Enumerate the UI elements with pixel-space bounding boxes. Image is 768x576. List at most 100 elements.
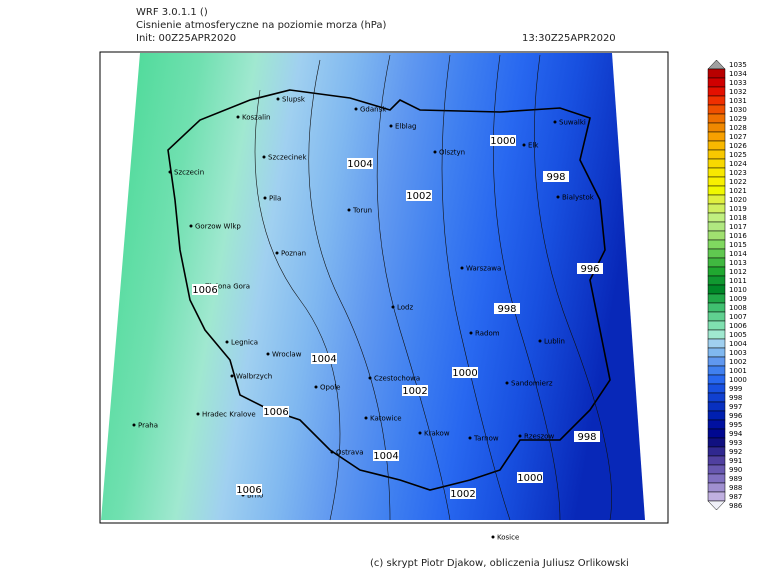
isobar-label: 998 <box>546 172 565 183</box>
isobar-label-bg <box>494 303 520 314</box>
city-dot <box>553 120 557 124</box>
colorbar-label: 1010 <box>729 286 747 294</box>
colorbar-cell <box>707 95 726 106</box>
isobar-label-bg <box>450 488 476 499</box>
colorbar-label: 1015 <box>729 241 747 249</box>
isobar-label-bg <box>490 135 516 146</box>
city-label: Gorzow Wlkp <box>195 223 241 231</box>
city-dot <box>230 374 234 378</box>
colorbar-label: 1018 <box>729 214 747 222</box>
city-dot <box>538 339 542 343</box>
colorbar-cell <box>707 338 726 349</box>
city-dot <box>132 423 136 427</box>
city-dot <box>276 97 280 101</box>
pressure-field <box>101 53 645 520</box>
colorbar-cell <box>707 284 726 295</box>
city-label: Szczecinek <box>268 154 307 162</box>
colorbar-label: 1014 <box>729 250 747 258</box>
city-dot <box>418 431 422 435</box>
city-dot <box>389 124 393 128</box>
colorbar-cell <box>707 329 726 340</box>
city-label: Ostrava <box>336 449 364 457</box>
colorbar-cell <box>707 113 726 124</box>
colorbar-label: 986 <box>729 502 743 510</box>
colorbar-label: 1016 <box>729 232 747 240</box>
city-dot <box>368 376 372 380</box>
city-label: Pila <box>269 195 281 203</box>
colorbar-label: 1031 <box>729 97 747 105</box>
colorbar-label: 1026 <box>729 142 747 150</box>
city-label: Torun <box>352 207 372 215</box>
city-dot <box>491 535 495 539</box>
colorbar-label: 1000 <box>729 376 747 384</box>
isobar-label-bg <box>543 171 569 182</box>
city-dot <box>330 450 334 454</box>
isobar-label-bg <box>311 353 337 364</box>
colorbar-label: 1019 <box>729 205 747 213</box>
isobar-label: 1006 <box>192 285 217 296</box>
colorbar-cell <box>707 320 726 331</box>
isobar-label-bg <box>577 263 603 274</box>
colorbar-cell <box>707 239 726 250</box>
colorbar-label: 1022 <box>729 178 747 186</box>
colorbar-cell <box>707 482 726 493</box>
model-label: WRF 3.0.1.1 () <box>136 7 208 18</box>
city-dot <box>522 143 526 147</box>
colorbar-label: 990 <box>729 466 742 474</box>
colorbar-label: 1009 <box>729 295 747 303</box>
city-dot <box>518 434 522 438</box>
isobar-label-bg <box>263 406 289 417</box>
colorbar-label: 1034 <box>729 70 747 78</box>
map-title: Cisnienie atmosferyczne na poziomie morz… <box>136 20 387 31</box>
city-dot <box>505 381 509 385</box>
city-label: Katowice <box>370 415 402 423</box>
colorbar-cell <box>707 392 726 403</box>
isobar-label-bg <box>452 367 478 378</box>
colorbar-label: 1017 <box>729 223 747 231</box>
city-label: Zielona Gora <box>205 283 250 291</box>
colorbar-label: 987 <box>729 493 742 501</box>
city-dot <box>433 150 437 154</box>
city-label: Poznan <box>281 250 306 258</box>
city-label: Sandomierz <box>511 380 553 388</box>
isobar-label-bg <box>402 385 428 396</box>
colorbar-label: 1006 <box>729 322 747 330</box>
colorbar-cell <box>707 167 726 178</box>
init-time: Init: 00Z25APR2020 <box>136 33 236 44</box>
city-dot <box>347 208 351 212</box>
colorbar-cell <box>707 455 726 466</box>
country-border <box>167 89 611 491</box>
colorbar-cell <box>707 86 726 97</box>
colorbar-cell <box>707 473 726 484</box>
city-dot <box>263 196 267 200</box>
colorbar-cell <box>707 140 726 151</box>
colorbar-cell <box>707 500 726 511</box>
colorbar-cell <box>707 419 726 430</box>
colorbar-cell <box>707 221 726 232</box>
colorbar-cell <box>707 293 726 304</box>
colorbar-cell <box>707 104 726 115</box>
colorbar-label: 1012 <box>729 268 747 276</box>
city-label: Krakow <box>424 430 450 438</box>
colorbar-cell <box>707 446 726 457</box>
colorbar-label: 1023 <box>729 169 747 177</box>
colorbar-label: 988 <box>729 484 742 492</box>
isobar-label-bg <box>192 284 218 295</box>
colorbar-label: 1005 <box>729 331 747 339</box>
isobar-label: 1006 <box>263 407 288 418</box>
colorbar-cell <box>707 302 726 313</box>
city-label: Lublin <box>544 338 565 346</box>
colorbar-label: 1007 <box>729 313 747 321</box>
city-label: Praha <box>138 422 158 430</box>
isobar-label-bg <box>517 472 543 483</box>
colorbar-label: 1001 <box>729 367 747 375</box>
colorbar-cell <box>707 491 726 502</box>
isobar-label: 1004 <box>373 451 398 462</box>
isobar-label: 1000 <box>517 473 542 484</box>
city-dot <box>266 352 270 356</box>
colorbar-cell <box>707 77 726 88</box>
isobar-label-bg <box>406 190 432 201</box>
colorbar-label: 994 <box>729 430 743 438</box>
